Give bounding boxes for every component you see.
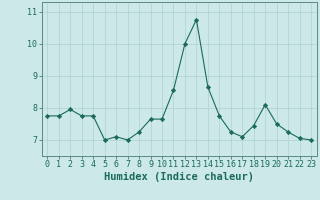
X-axis label: Humidex (Indice chaleur): Humidex (Indice chaleur) bbox=[104, 172, 254, 182]
